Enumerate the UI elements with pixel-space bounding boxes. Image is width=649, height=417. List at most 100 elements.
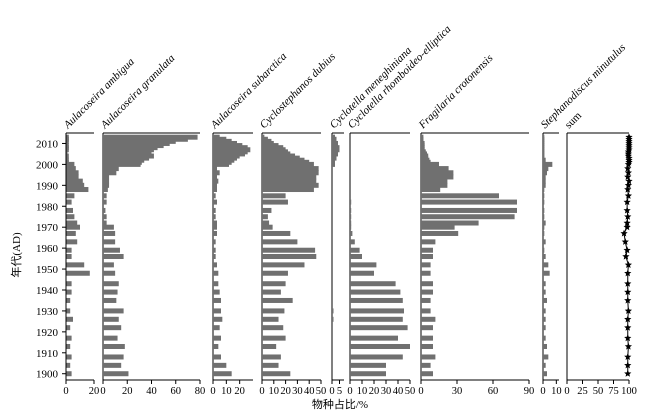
- bar: [213, 308, 221, 314]
- bar: [350, 354, 403, 360]
- bar: [262, 262, 305, 268]
- bar: [543, 193, 545, 199]
- sum-point: [623, 219, 631, 227]
- bar: [213, 335, 221, 341]
- bar: [103, 335, 118, 341]
- sum-point: [624, 168, 632, 176]
- sum-point: [620, 229, 628, 237]
- bar: [262, 182, 319, 188]
- bar: [262, 166, 319, 172]
- bar: [103, 170, 117, 176]
- bar: [66, 297, 71, 303]
- bar: [66, 230, 76, 236]
- sum-point: [624, 160, 632, 168]
- x-tick-label: 60: [488, 386, 499, 397]
- bar: [421, 170, 454, 176]
- bar: [103, 161, 141, 167]
- bar: [262, 178, 317, 184]
- bar: [421, 270, 431, 276]
- bar: [262, 193, 286, 199]
- panel-5: 0 10 20 30 40 50: [347, 132, 415, 397]
- bar: [543, 344, 547, 350]
- bar: [103, 308, 124, 314]
- bar: [350, 335, 398, 341]
- bar: [421, 174, 454, 180]
- bar: [543, 354, 549, 360]
- bar: [543, 325, 546, 331]
- bar: [262, 362, 279, 368]
- bar: [543, 239, 546, 245]
- x-tick-label: 0: [100, 386, 105, 397]
- panel-label: Cyclotella meneghiniana: [328, 44, 415, 131]
- bar: [213, 270, 219, 276]
- sum-point: [624, 192, 632, 199]
- x-tick-label: 40: [393, 386, 404, 397]
- x-tick-label: 50: [593, 386, 604, 397]
- bar: [332, 316, 334, 322]
- y-tick-label: 1930: [36, 306, 59, 318]
- sum-point: [624, 288, 632, 296]
- bar: [421, 187, 441, 193]
- bar: [213, 170, 220, 176]
- bar: [421, 262, 431, 268]
- bar: [103, 262, 114, 268]
- bar: [350, 207, 352, 213]
- bar: [262, 289, 281, 295]
- sum-point: [625, 177, 633, 185]
- bar: [262, 308, 285, 314]
- bar: [421, 371, 433, 377]
- bar: [213, 247, 216, 253]
- bar: [421, 344, 433, 350]
- panel-0: 0 20: [63, 132, 99, 397]
- bar: [421, 362, 431, 368]
- x-tick-label: 90: [524, 386, 535, 397]
- bar: [421, 335, 433, 341]
- bar: [103, 174, 110, 180]
- bar: [262, 297, 293, 303]
- bar: [103, 354, 124, 360]
- bar: [213, 182, 217, 188]
- bar: [543, 166, 549, 172]
- bar: [262, 325, 284, 331]
- bar: [103, 239, 116, 245]
- bar: [421, 316, 436, 322]
- bar: [350, 230, 353, 236]
- bar: [421, 161, 439, 167]
- bar: [543, 182, 546, 188]
- x-tick-label: 30: [381, 386, 392, 397]
- x-tick-label: 100: [621, 386, 637, 397]
- bar: [421, 207, 517, 213]
- bar: [543, 262, 549, 268]
- bar: [543, 207, 545, 213]
- x-tick-label: 0: [540, 386, 545, 397]
- bar: [350, 289, 401, 295]
- sum-point: [624, 173, 632, 181]
- bar: [66, 187, 89, 193]
- bar: [103, 297, 117, 303]
- bar: [66, 224, 80, 230]
- x-tick-label: 40: [146, 386, 157, 397]
- bar: [103, 371, 129, 377]
- bar: [66, 182, 85, 188]
- bar: [66, 335, 72, 341]
- bar: [66, 247, 72, 253]
- bar: [103, 281, 119, 287]
- bar: [421, 199, 517, 205]
- bar: [213, 161, 229, 167]
- bar: [66, 316, 73, 322]
- bar: [66, 254, 72, 259]
- x-tick-label: 0: [418, 386, 423, 397]
- bar: [350, 214, 352, 220]
- bar: [543, 178, 546, 184]
- bar: [213, 254, 216, 259]
- bar: [66, 281, 72, 287]
- bar: [350, 220, 352, 226]
- bar: [66, 371, 72, 377]
- bar: [543, 174, 546, 180]
- bar: [543, 187, 545, 193]
- sum-point: [624, 279, 632, 287]
- bar: [213, 344, 219, 350]
- bar: [66, 289, 72, 295]
- sum-point: [624, 369, 632, 377]
- y-tick-label: 1960: [36, 243, 59, 255]
